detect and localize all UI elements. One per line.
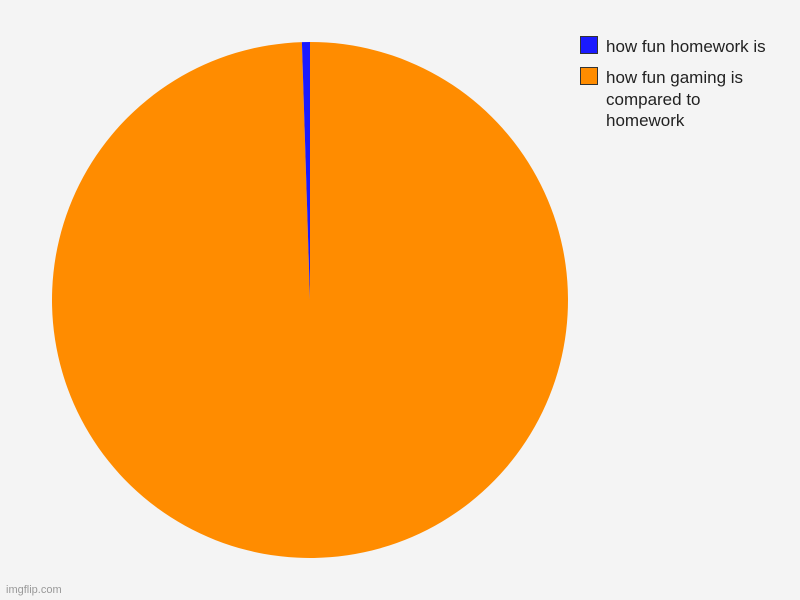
legend-item: how fun gaming is compared to homework [580,67,780,131]
legend-item: how fun homework is [580,36,780,57]
legend-swatch [580,36,598,54]
pie-chart [50,40,570,560]
legend-label: how fun homework is [606,36,766,57]
legend: how fun homework is how fun gaming is co… [580,36,780,141]
legend-swatch [580,67,598,85]
legend-label: how fun gaming is compared to homework [606,67,780,131]
watermark: imgflip.com [6,584,62,596]
